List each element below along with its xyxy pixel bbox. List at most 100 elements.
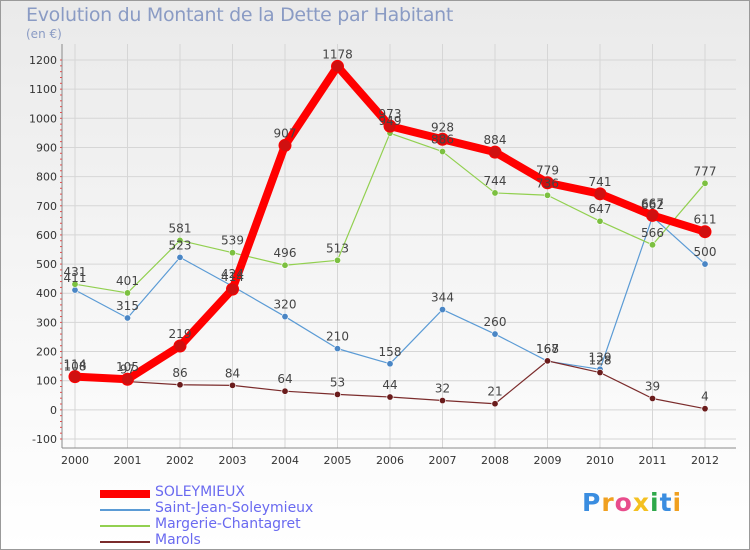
data-label: 158: [379, 345, 402, 359]
data-label: 500: [694, 245, 717, 259]
logo-letter: o: [614, 488, 633, 517]
data-label: 886: [431, 133, 454, 147]
logo-letter: x: [632, 488, 650, 517]
data-point: [701, 179, 709, 187]
data-label: 741: [589, 175, 612, 189]
data-point: [176, 253, 184, 261]
data-label: 744: [484, 174, 507, 188]
data-point: [648, 241, 656, 249]
data-point: [331, 59, 344, 73]
data-label: 647: [589, 202, 612, 216]
chart-unit-label: (en €): [26, 27, 62, 41]
data-label: 84: [225, 366, 240, 380]
data-point: [176, 236, 184, 244]
data-point: [488, 145, 502, 159]
legend-swatch: [100, 541, 150, 543]
data-point: [701, 405, 709, 413]
data-point: [281, 261, 289, 269]
data-point: [176, 381, 184, 389]
x-tick-label: 2002: [166, 454, 194, 467]
logo-letter: i: [672, 488, 683, 517]
data-label: 128: [589, 354, 612, 368]
data-point: [648, 394, 656, 402]
legend-swatch: [100, 509, 150, 511]
y-tick-label: 100: [36, 375, 57, 388]
y-tick-label: 1100: [29, 83, 57, 96]
x-tick-label: 2007: [429, 454, 457, 467]
legend-swatch: [100, 525, 150, 527]
data-point: [383, 119, 397, 133]
x-tick-label: 2004: [271, 454, 299, 467]
data-point: [438, 148, 446, 156]
data-label: 97: [120, 363, 135, 377]
logo-letter: P: [582, 488, 602, 517]
data-label: 513: [326, 241, 349, 255]
data-point: [596, 217, 604, 225]
data-label: 4: [701, 390, 709, 404]
y-tick-label: -100: [32, 433, 57, 446]
data-label: 114: [64, 358, 87, 372]
data-label: 662: [641, 198, 664, 212]
data-label: 424: [221, 267, 244, 281]
x-tick-label: 2008: [481, 454, 509, 467]
data-label: 611: [694, 213, 717, 227]
legend-label: Marols: [155, 532, 201, 548]
data-point: [173, 339, 187, 353]
data-label: 39: [645, 379, 660, 393]
data-point: [124, 289, 132, 297]
data-point: [386, 360, 394, 368]
data-label: 1178: [322, 47, 353, 61]
data-point: [333, 256, 341, 264]
proxiti-logo: Proxiti: [582, 488, 682, 517]
x-tick-label: 2005: [324, 454, 352, 467]
y-tick-label: 600: [36, 229, 57, 242]
y-tick-label: 500: [36, 258, 57, 271]
data-label: 320: [274, 298, 297, 312]
y-tick-label: 400: [36, 287, 57, 300]
data-label: 414: [221, 270, 244, 284]
data-label: 928: [431, 120, 454, 134]
data-label: 736: [536, 176, 559, 190]
data-point: [333, 345, 341, 353]
data-point: [333, 390, 341, 398]
data-point: [438, 397, 446, 405]
data-label: 44: [382, 378, 397, 392]
y-tick-label: 1200: [29, 54, 57, 67]
data-point: [543, 357, 551, 365]
data-label: 64: [277, 372, 292, 386]
data-point: [698, 225, 712, 239]
data-point: [593, 187, 607, 201]
y-tick-label: 300: [36, 316, 57, 329]
logo-letter: t: [659, 488, 673, 517]
x-tick-label: 2003: [219, 454, 247, 467]
data-point: [281, 387, 289, 395]
legend-label: SOLEYMIEUX: [155, 484, 245, 500]
data-point: [436, 132, 449, 146]
data-label: 344: [431, 291, 454, 305]
data-label: 973: [379, 107, 402, 121]
y-tick-label: 700: [36, 200, 57, 213]
data-label: 777: [694, 164, 717, 178]
data-label: 949: [379, 114, 402, 128]
y-tick-label: 900: [36, 141, 57, 154]
data-point: [71, 280, 79, 288]
data-label: 884: [484, 133, 507, 147]
legend-label: Saint-Jean-Soleymieux: [155, 500, 314, 516]
data-label: 581: [169, 221, 192, 235]
y-tick-label: 200: [36, 346, 57, 359]
data-point: [596, 369, 604, 377]
data-label: 168: [536, 342, 559, 356]
data-label: 53: [330, 375, 345, 389]
x-tick-label: 2000: [61, 454, 89, 467]
data-point: [491, 189, 499, 197]
data-point: [121, 372, 134, 386]
data-label: 566: [641, 226, 664, 240]
data-label: 496: [274, 246, 297, 260]
data-label: 210: [326, 330, 349, 344]
x-tick-label: 2012: [691, 454, 719, 467]
x-tick-label: 2010: [586, 454, 614, 467]
data-point: [226, 282, 239, 296]
x-tick-label: 2009: [534, 454, 562, 467]
